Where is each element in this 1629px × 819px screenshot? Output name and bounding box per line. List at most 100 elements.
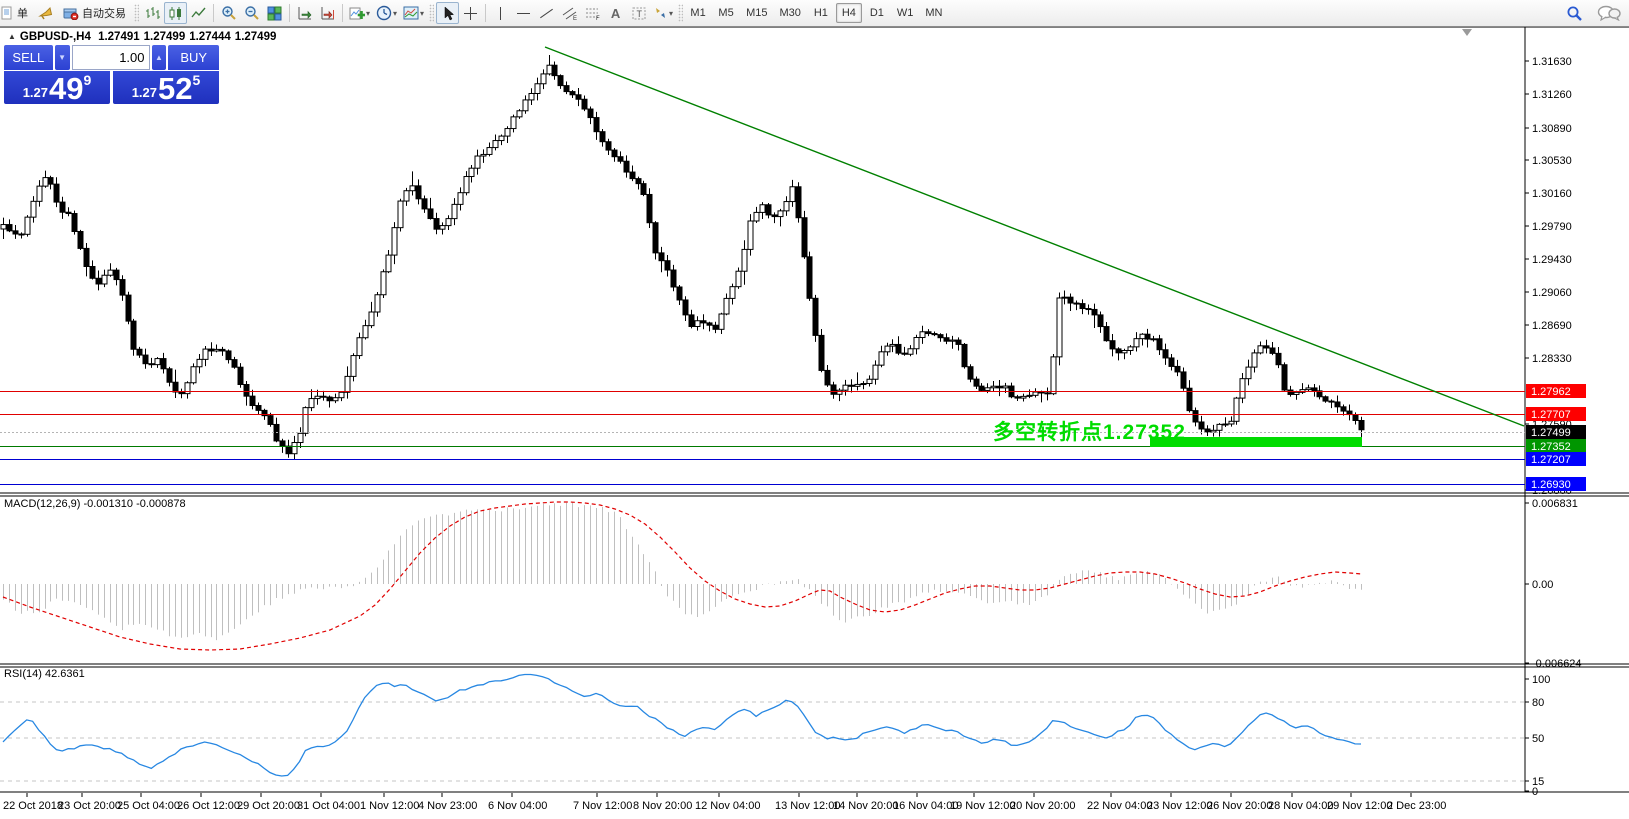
svg-text:E: E xyxy=(573,16,577,21)
svg-text:19 Nov 12:00: 19 Nov 12:00 xyxy=(950,800,1015,812)
periods-button[interactable]: ▾ xyxy=(373,2,400,24)
svg-text:1.27962: 1.27962 xyxy=(1531,386,1571,398)
timeframe-H4[interactable]: H4 xyxy=(835,3,862,23)
price-scale[interactable]: 1.31630 1.31260 1.30890 1.30530 1.30160 1.297… xyxy=(1525,56,1586,798)
sell-price-prefix: 1.27 xyxy=(22,85,49,100)
indicators-button[interactable]: ▾ xyxy=(346,2,373,24)
timeframe-MN[interactable]: MN xyxy=(925,7,943,19)
timeframe-M30[interactable]: M30 xyxy=(779,7,801,19)
timeframe-M1[interactable]: M1 xyxy=(690,7,706,19)
ohlc-high: 1.27499 xyxy=(143,31,186,43)
sell-button[interactable]: SELL xyxy=(4,45,53,70)
auto-scroll-icon xyxy=(298,6,311,19)
toolbar-separator xyxy=(289,4,290,22)
svg-text:15: 15 xyxy=(1532,776,1544,788)
svg-text:F: F xyxy=(596,16,600,21)
timeframe-M15[interactable]: M15 xyxy=(746,7,768,19)
svg-text:1.30530: 1.30530 xyxy=(1532,155,1572,167)
ohlc-open: 1.27491 xyxy=(98,31,140,43)
autotrading-button[interactable]: 自动交易 xyxy=(57,2,132,24)
alerts-button[interactable] xyxy=(34,2,57,24)
chart-line-button[interactable] xyxy=(187,2,210,24)
price-badge xyxy=(1526,407,1586,421)
buy-price-main: 52 xyxy=(158,71,193,106)
sell-price[interactable]: 1.27 49 9 xyxy=(4,71,110,104)
zoom-in-button[interactable] xyxy=(217,2,240,24)
new-order-icon xyxy=(1,6,12,20)
svg-text:8 Nov 20:00: 8 Nov 20:00 xyxy=(633,800,692,812)
volume-input[interactable] xyxy=(71,45,150,70)
timeframe-W1[interactable]: W1 xyxy=(896,7,914,19)
buy-price[interactable]: 1.27 52 5 xyxy=(113,71,219,104)
cursor-button[interactable] xyxy=(436,2,460,24)
price-candles[interactable] xyxy=(0,55,1365,460)
trendline-button[interactable] xyxy=(535,2,558,24)
autotrading-icon xyxy=(63,8,79,20)
svg-text:20 Nov 20:00: 20 Nov 20:00 xyxy=(1010,800,1075,812)
tile-windows-button[interactable] xyxy=(263,2,286,24)
templates-dropdown-caret[interactable]: ▾ xyxy=(420,8,425,18)
channel-button[interactable]: E xyxy=(558,2,581,24)
svg-text:-0.006624: -0.006624 xyxy=(1532,658,1582,670)
rsi-pane[interactable] xyxy=(2,673,1362,777)
svg-text:1.26930: 1.26930 xyxy=(1531,479,1571,491)
text-label-icon: T xyxy=(632,7,646,19)
chart-bars-button[interactable] xyxy=(141,2,164,24)
chart-annotation[interactable]: 多空转折点1.27352 xyxy=(993,421,1186,444)
chart-title: ▲ GBPUSD-,H4 1.27491 1.27499 1.27444 1.27499 xyxy=(8,31,280,43)
arrows-button[interactable]: ▾ xyxy=(650,2,676,24)
zoom-out-button[interactable] xyxy=(240,2,263,24)
macd-pane[interactable] xyxy=(2,501,1363,651)
templates-button[interactable]: ▾ xyxy=(400,2,427,24)
svg-text:1.27707: 1.27707 xyxy=(1531,409,1571,421)
support-highlight-bar[interactable] xyxy=(1150,437,1362,447)
svg-text:T: T xyxy=(636,9,642,19)
volume-increase-button[interactable]: ▲ xyxy=(151,45,167,70)
rsi-line xyxy=(2,673,1362,777)
svg-text:26 Oct 12:00: 26 Oct 12:00 xyxy=(177,800,240,812)
zoom-out-icon xyxy=(244,6,259,20)
horizontal-line-button[interactable] xyxy=(512,2,535,24)
svg-text:28 Nov 04:00: 28 Nov 04:00 xyxy=(1268,800,1333,812)
toolbar-grip xyxy=(429,4,435,22)
svg-text:4 Nov 23:00: 4 Nov 23:00 xyxy=(418,800,477,812)
timeframe-M5[interactable]: M5 xyxy=(718,7,734,19)
bar-chart-icon xyxy=(146,6,160,19)
chart-shift-button[interactable] xyxy=(316,2,339,24)
vertical-line-button[interactable] xyxy=(489,2,512,24)
volume-decrease-button[interactable]: ▼ xyxy=(54,45,70,70)
svg-text:16 Nov 04:00: 16 Nov 04:00 xyxy=(893,800,958,812)
timeframe-H1[interactable]: H1 xyxy=(813,7,828,19)
search-icon[interactable] xyxy=(1566,5,1583,22)
main-toolbar: 单 自动交易 xyxy=(0,0,1629,27)
chart-candles-button[interactable] xyxy=(164,2,187,24)
macd-signal-line xyxy=(2,501,1363,651)
chart-shift-marker[interactable] xyxy=(1462,29,1472,36)
svg-text:2 Dec 23:00: 2 Dec 23:00 xyxy=(1387,800,1446,812)
periods-dropdown-caret[interactable]: ▾ xyxy=(393,8,398,18)
new-order-label: 单 xyxy=(17,8,28,20)
text-label-button[interactable]: T xyxy=(627,2,650,24)
panel-collapse-arrow[interactable]: ▲ xyxy=(8,32,16,41)
equidistant-channel-icon: E xyxy=(562,7,577,21)
fibonacci-button[interactable]: F xyxy=(581,2,604,24)
svg-text:23 Nov 12:00: 23 Nov 12:00 xyxy=(1147,800,1212,812)
timeframe-D1[interactable]: D1 xyxy=(869,7,884,19)
ohlc-low: 1.27444 xyxy=(189,31,231,43)
crosshair-button[interactable] xyxy=(459,2,482,24)
auto-scroll-button[interactable] xyxy=(293,2,316,24)
price-badge xyxy=(1526,384,1586,398)
indicators-dropdown-caret[interactable]: ▾ xyxy=(366,8,371,18)
chat-icon[interactable] xyxy=(1597,5,1621,21)
text-button[interactable]: A xyxy=(604,2,627,24)
new-order-button[interactable]: 单 xyxy=(0,2,34,24)
arrows-dropdown-caret[interactable]: ▾ xyxy=(669,8,674,18)
svg-text:1.29790: 1.29790 xyxy=(1532,221,1572,233)
svg-text:0: 0 xyxy=(1532,786,1538,798)
svg-text:29 Nov 12:00: 29 Nov 12:00 xyxy=(1327,800,1392,812)
buy-button[interactable]: BUY xyxy=(168,45,220,70)
svg-text:1.27499: 1.27499 xyxy=(1531,427,1571,439)
